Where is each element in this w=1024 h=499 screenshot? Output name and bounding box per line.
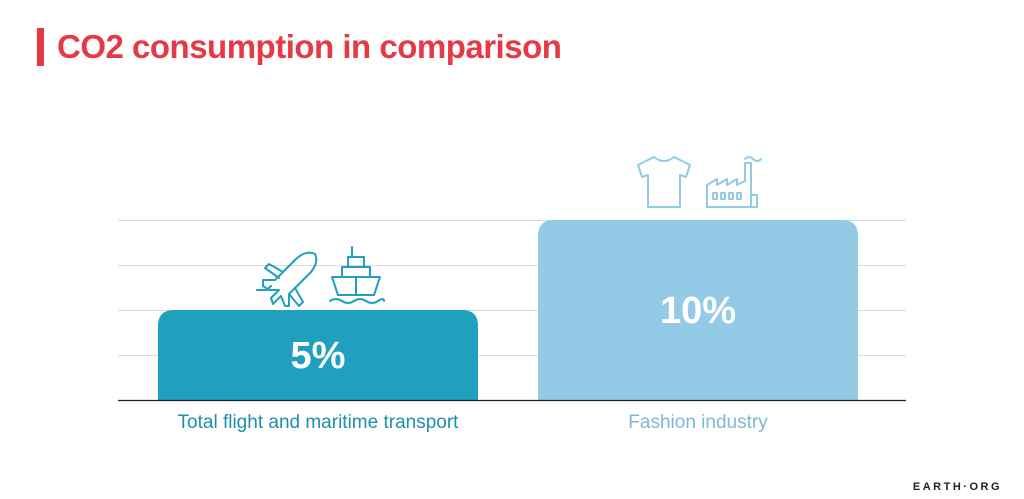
factory-icon bbox=[706, 156, 762, 208]
t-shirt-icon bbox=[637, 156, 691, 208]
data-label: 5% bbox=[291, 335, 346, 377]
data-label: 10% bbox=[660, 290, 736, 332]
title-accent-bar bbox=[37, 28, 44, 66]
bar-total-flight-and-maritime-transport bbox=[158, 310, 478, 400]
brand-logo-text: EARTH·ORG bbox=[912, 481, 1002, 493]
ship-icon bbox=[329, 246, 385, 304]
category-label: Fashion industry bbox=[628, 412, 768, 433]
chart-title-block: CO2 consumption in comparison bbox=[37, 28, 562, 66]
chart-title: CO2 consumption in comparison bbox=[57, 28, 562, 65]
category-label: Total flight and maritime transport bbox=[178, 412, 460, 433]
bar-fashion-industry bbox=[538, 220, 858, 400]
airplane-icon bbox=[256, 251, 318, 307]
